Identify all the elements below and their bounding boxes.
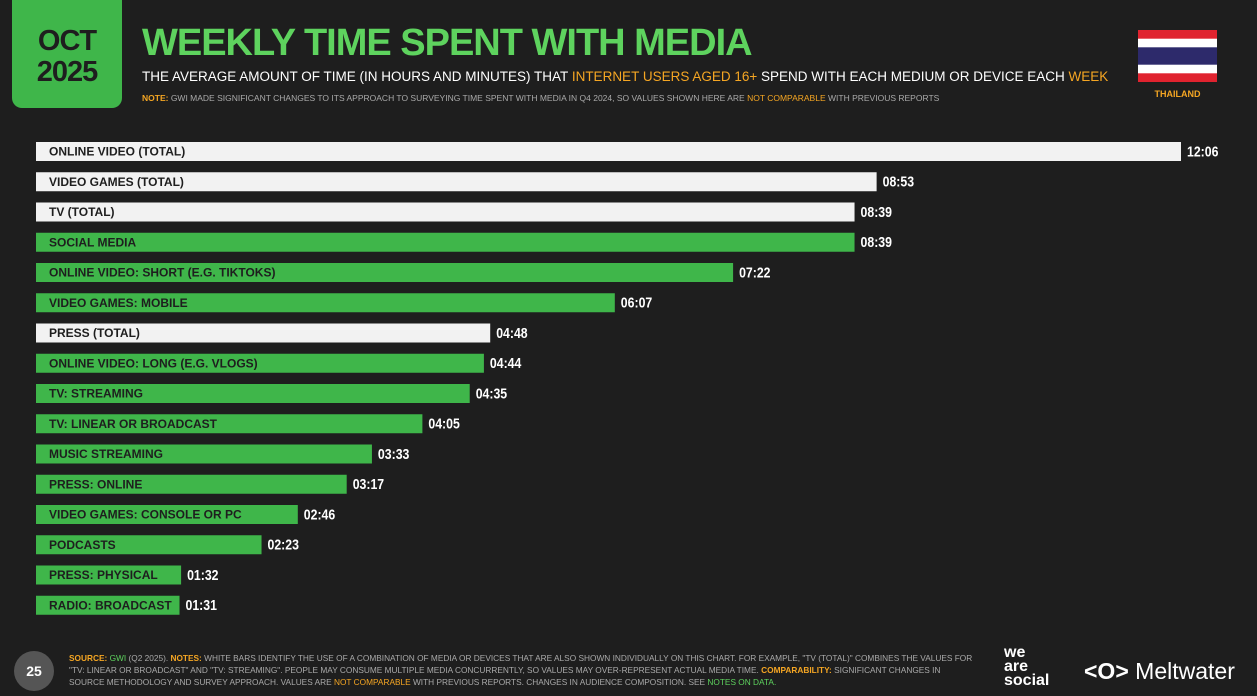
bar — [36, 474, 347, 494]
text-part: SIGNIFICANT CHANGES IN SOURCE METHODOLOG… — [69, 665, 941, 687]
value-label: 04:48 — [496, 325, 528, 341]
category-label: VIDEO GAMES: CONSOLE OR PC — [49, 508, 242, 522]
page-number: 25 — [14, 651, 54, 691]
bar — [36, 353, 484, 373]
value-label: 06:07 — [621, 295, 653, 311]
category-label: SOCIAL MEDIA — [49, 235, 136, 249]
subtitle: THE AVERAGE AMOUNT OF TIME (IN HOURS AND… — [142, 69, 1108, 84]
text-part: WITH PREVIOUS REPORTS — [825, 93, 940, 103]
bar — [36, 232, 855, 252]
category-label: TV: LINEAR OR BROADCAST — [49, 417, 218, 431]
bar — [36, 595, 180, 615]
bar — [36, 172, 877, 192]
value-label: 01:32 — [187, 567, 219, 583]
chart-title: WEEKLY TIME SPENT WITH MEDIA — [142, 22, 753, 64]
text-part: GWI — [107, 653, 127, 663]
bar — [36, 142, 1181, 161]
category-label: MUSIC STREAMING — [49, 447, 163, 461]
logo-text: are — [1004, 658, 1029, 675]
bar — [36, 535, 262, 555]
note: NOTE: GWI MADE SIGNIFICANT CHANGES TO IT… — [142, 93, 939, 103]
value-label: 04:35 — [476, 385, 508, 401]
logo-text: we — [1004, 644, 1026, 661]
text-part: NOT COMPARABLE — [333, 677, 411, 687]
category-label: PRESS (TOTAL) — [49, 326, 140, 340]
logo: <O> Meltwater — [1084, 658, 1235, 684]
category-label: PRESS: ONLINE — [49, 477, 142, 491]
value-label: 12:06 — [1187, 143, 1219, 159]
chart: 12:06 ONLINE VIDEO (TOTAL) 08:53 VIDEO GAME… — [36, 142, 1219, 615]
category-label: ONLINE VIDEO: LONG (E.G. VLOGS) — [49, 356, 258, 370]
category-label: ONLINE VIDEO: SHORT (E.G. TIKTOKS) — [49, 266, 275, 280]
category-label: TV (TOTAL) — [49, 205, 115, 219]
text-part: SOURCE: — [69, 653, 108, 663]
logo-text: social — [1004, 672, 1050, 689]
bar — [36, 505, 298, 524]
value-label: 08:39 — [861, 234, 893, 250]
bar — [36, 323, 491, 343]
value-label: 02:23 — [268, 537, 300, 553]
text-part: NOTES ON DATA. — [707, 677, 777, 687]
footer: SOURCE: GWI (Q2 2025). NOTES: WHITE BARS… — [69, 652, 974, 688]
value-label: 02:46 — [304, 506, 336, 522]
month: OCT — [37, 25, 97, 57]
bar — [36, 444, 372, 464]
flag — [1138, 30, 1217, 82]
value-label: 07:22 — [739, 264, 771, 280]
text-part: WHITE BARS IDENTIFY THE USE OF A COMBINA… — [69, 653, 973, 675]
bar — [36, 293, 615, 313]
text-part: NOTES: — [170, 653, 202, 663]
year: 2025 — [36, 56, 99, 88]
value-label: 08:39 — [861, 204, 893, 220]
logo-text: Meltwater — [1135, 658, 1235, 684]
value-label: 04:44 — [490, 355, 522, 371]
text-part: GWI MADE SIGNIFICANT CHANGES TO ITS APPR… — [168, 93, 748, 103]
value-label: 01:31 — [186, 597, 218, 613]
logo: we are social — [1004, 644, 1050, 689]
text-part: NOT COMPARABLE — [747, 93, 826, 103]
category-label: PODCASTS — [49, 538, 116, 552]
text-part: NOTE: — [142, 93, 169, 103]
value-label: 03:17 — [353, 476, 385, 492]
value-label: 04:05 — [428, 416, 460, 432]
country: THAILAND — [1154, 89, 1201, 99]
bar — [36, 263, 734, 282]
text-part: COMPARABILITY: — [761, 665, 832, 675]
category-label: ONLINE VIDEO (TOTAL) — [49, 145, 185, 159]
category-label: TV: STREAMING — [49, 387, 143, 401]
text-part: WITH PREVIOUS REPORTS. CHANGES IN AUDIEN… — [410, 677, 708, 687]
value-label: 08:53 — [883, 174, 915, 190]
bar — [36, 384, 470, 403]
date-badge: OCT 2025 — [12, 0, 122, 108]
text-part: (Q2 2025). — [126, 653, 171, 663]
text-part: WEEK — [1068, 69, 1109, 84]
text-part: SPEND WITH EACH MEDIUM OR DEVICE EACH — [757, 69, 1069, 84]
category-label: PRESS: PHYSICAL — [49, 568, 158, 582]
text-part: THE AVERAGE AMOUNT OF TIME (IN HOURS AND… — [142, 69, 572, 84]
bar — [36, 202, 855, 222]
text-part: INTERNET USERS AGED 16+ — [571, 69, 758, 84]
category-label: VIDEO GAMES: MOBILE — [49, 296, 188, 310]
category-label: VIDEO GAMES (TOTAL) — [49, 175, 184, 189]
bar — [36, 565, 182, 585]
category-label: RADIO: BROADCAST — [49, 598, 172, 612]
value-label: 03:33 — [378, 446, 410, 462]
bar — [36, 414, 423, 434]
